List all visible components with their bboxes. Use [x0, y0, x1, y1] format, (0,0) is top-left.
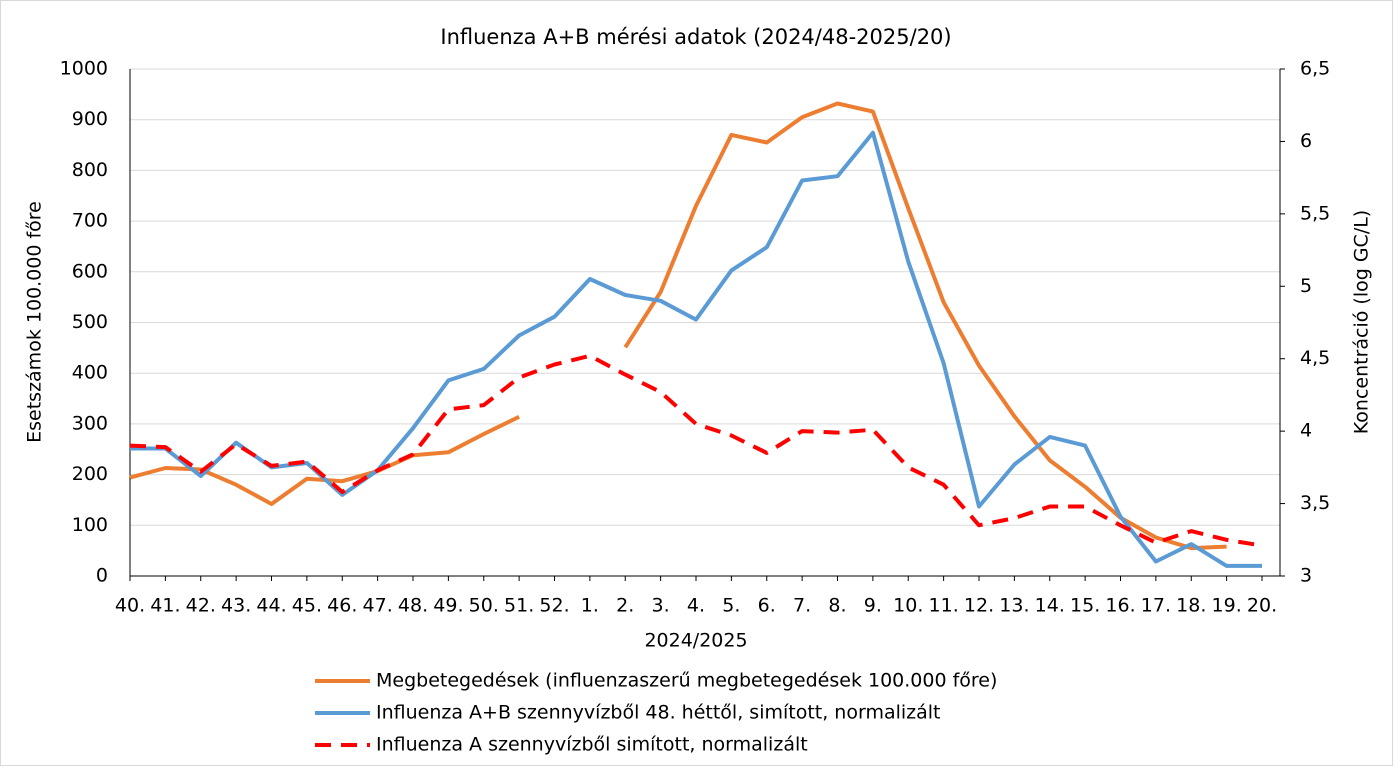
y-tick-label: 500	[72, 311, 108, 333]
y2-tick-label: 3,5	[1300, 492, 1330, 514]
x-tick-label: 51.	[504, 595, 534, 617]
x-tick-label: 1.	[581, 595, 599, 617]
x-tick-label: 20.	[1247, 595, 1277, 617]
legend-label: Influenza A szennyvízből simított, norma…	[376, 734, 808, 756]
x-axis-title: 2024/2025	[644, 630, 747, 652]
x-tick-label: 47.	[363, 595, 393, 617]
x-tick-label: 12.	[964, 595, 994, 617]
y-tick-label: 0	[96, 565, 108, 587]
x-tick-label: 46.	[327, 595, 357, 617]
y2-tick-label: 5	[1300, 275, 1312, 297]
y2-tick-label: 6	[1300, 130, 1312, 152]
x-tick-label: 3.	[652, 595, 670, 617]
x-tick-label: 43.	[221, 595, 251, 617]
y2-tick-label: 5,5	[1300, 202, 1330, 224]
x-tick-label: 42.	[186, 595, 216, 617]
x-tick-label: 44.	[256, 595, 286, 617]
x-tick-label: 8.	[828, 595, 846, 617]
x-tick-label: 40.	[115, 595, 145, 617]
legend-label: Megbetegedések (influenzaszerű megbetege…	[376, 670, 997, 692]
x-tick-label: 15.	[1070, 595, 1100, 617]
series-line	[129, 353, 1263, 548]
x-tick-label: 9.	[864, 595, 882, 617]
x-tick-label: 13.	[999, 595, 1029, 617]
y-tick-label: 300	[72, 412, 108, 434]
x-tick-label: 41.	[150, 595, 180, 617]
y-axis-title: Esetszámok 100.000 főre	[24, 201, 46, 443]
x-tick-label: 50.	[469, 595, 499, 617]
x-tick-label: 19.	[1212, 595, 1242, 617]
y-tick-label: 1000	[60, 58, 108, 80]
x-tick-label: 2.	[616, 595, 634, 617]
x-tick-label: 17.	[1141, 595, 1171, 617]
x-tick-label: 49.	[433, 595, 463, 617]
x-tick-label: 11.	[929, 595, 959, 617]
y2-tick-label: 4	[1300, 420, 1312, 442]
y-tick-label: 900	[72, 108, 108, 130]
x-tick-label: 10.	[893, 595, 923, 617]
legend-label: Influenza A+B szennyvízből 48. héttől, s…	[376, 702, 941, 724]
x-tick-label: 4.	[687, 595, 705, 617]
x-tick-label: 6.	[758, 595, 776, 617]
chart-title: Influenza A+B mérési adatok (2024/48-202…	[440, 25, 951, 49]
y-tick-label: 800	[72, 159, 108, 181]
x-tick-label: 48.	[398, 595, 428, 617]
x-tick-label: 14.	[1035, 595, 1065, 617]
x-tick-label: 7.	[793, 595, 811, 617]
y-tick-label: 100	[72, 514, 108, 536]
y-tick-label: 200	[72, 463, 108, 485]
y-tick-label: 600	[72, 260, 108, 282]
x-tick-label: 18.	[1176, 595, 1206, 617]
y2-tick-label: 6,5	[1300, 58, 1330, 80]
y2-tick-label: 4,5	[1300, 347, 1330, 369]
x-tick-label: 52.	[539, 595, 569, 617]
x-tick-label: 45.	[292, 595, 322, 617]
x-tick-label: 5.	[722, 595, 740, 617]
y2-axis-title: Koncentráció (log GC/L)	[1351, 210, 1373, 434]
x-tick-label: 16.	[1105, 595, 1135, 617]
y-tick-label: 700	[72, 210, 108, 232]
y2-tick-label: 3	[1300, 565, 1312, 587]
y-tick-label: 400	[72, 362, 108, 384]
